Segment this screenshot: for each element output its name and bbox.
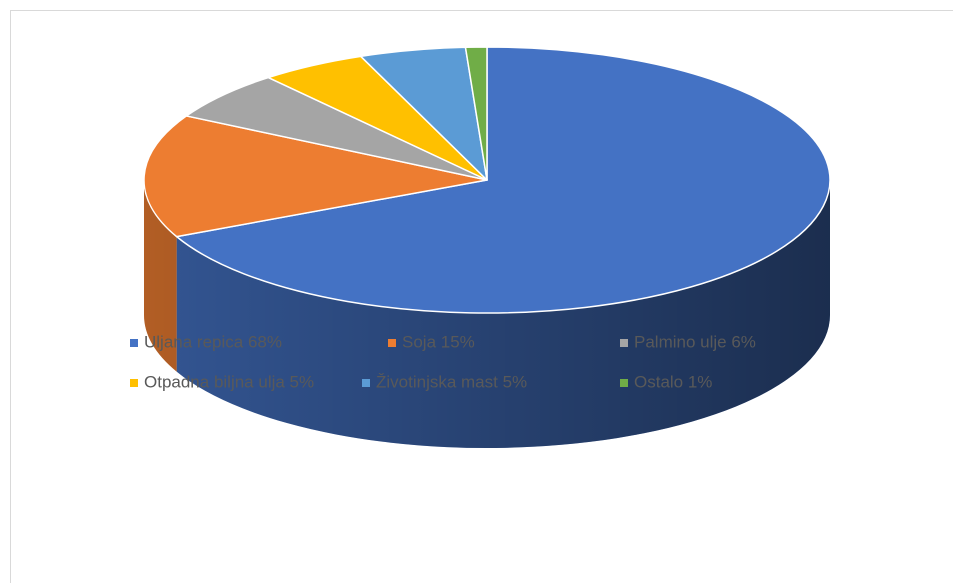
legend: Uljana repica 68% Soja 15% Palmino ulje 6%…: [130, 332, 756, 391]
legend-swatch: [388, 339, 396, 347]
legend-label: Uljana repica 68%: [144, 332, 282, 351]
legend-swatch: [620, 379, 628, 387]
pie-slice: [464, 46, 488, 181]
legend-swatch: [130, 339, 138, 347]
legend-label: Životinjska mast 5%: [376, 372, 527, 391]
pie-side-shade: [176, 180, 830, 449]
legend-label: Soja 15%: [402, 332, 475, 351]
legend-label: Otpadna biljna ulja 5%: [144, 372, 314, 391]
legend-swatch: [620, 339, 628, 347]
pie-side-shade: [144, 180, 177, 372]
pie: [143, 46, 831, 449]
pie-slice: [185, 76, 488, 181]
legend-label: Palmino ulje 6%: [634, 332, 756, 351]
legend-swatch: [362, 379, 370, 387]
pie-slice: [143, 115, 488, 238]
legend-swatch: [130, 379, 138, 387]
pie-slice: [175, 46, 831, 314]
legend-label: Ostalo 1%: [634, 372, 712, 391]
